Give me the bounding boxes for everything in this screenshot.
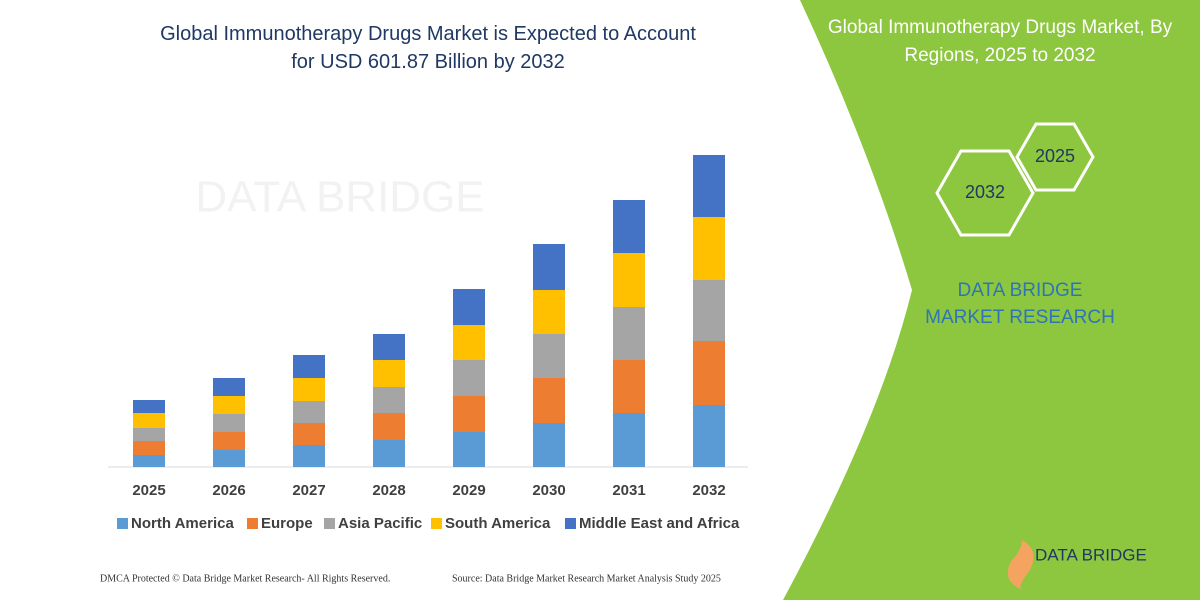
- bar-segment: [293, 355, 325, 378]
- hexagon: [935, 149, 1035, 237]
- legend-label: Asia Pacific: [338, 515, 422, 532]
- chart-title: Global Immunotherapy Drugs Market is Exp…: [160, 23, 696, 73]
- legend-swatch: [117, 518, 128, 529]
- bar-segment: [693, 280, 725, 341]
- bar-segment: [133, 455, 165, 467]
- legend-label: North America: [131, 515, 234, 532]
- bar-segment: [213, 396, 245, 414]
- bar-segment: [213, 450, 245, 467]
- x-tick-label: 2025: [132, 482, 165, 499]
- hexagon-label: 2025: [1035, 146, 1075, 166]
- x-tick-label: 2030: [532, 482, 565, 499]
- bar-segment: [133, 428, 165, 441]
- bar-segment: [373, 334, 405, 360]
- legend-swatch: [247, 518, 258, 529]
- bar-segment: [613, 413, 645, 467]
- bar-segment: [293, 445, 325, 467]
- bar-segment: [613, 200, 645, 253]
- watermark: DATA BRIDGE: [195, 173, 484, 222]
- bar-segment: [373, 387, 405, 413]
- bar-segment: [133, 400, 165, 413]
- bar-segment: [213, 432, 245, 450]
- bar-segment: [453, 396, 485, 432]
- bar-segment: [693, 217, 725, 280]
- bar-segment: [453, 289, 485, 325]
- bar-segment: [293, 423, 325, 445]
- bar-segment: [533, 334, 565, 378]
- bar-segment: [293, 401, 325, 423]
- x-tick-label: 2032: [692, 482, 725, 499]
- bar-segment: [533, 244, 565, 290]
- bar-segment: [133, 441, 165, 455]
- bar-segment: [693, 155, 725, 217]
- bar-segment: [533, 290, 565, 334]
- bar-segment: [293, 378, 325, 401]
- legend-swatch: [565, 518, 576, 529]
- bar-segment: [533, 423, 565, 467]
- footer-left: DMCA Protected © Data Bridge Market Rese…: [100, 573, 390, 584]
- bar-segment: [693, 405, 725, 467]
- legend-label: Middle East and Africa: [579, 515, 740, 532]
- legend-swatch: [431, 518, 442, 529]
- bar-segment: [213, 414, 245, 432]
- bar-segment: [453, 360, 485, 396]
- panel-title: Global Immunotherapy Drugs Market, By Re…: [827, 17, 1173, 66]
- bar-segment: [373, 360, 405, 387]
- legend-swatch: [324, 518, 335, 529]
- x-tick-label: 2029: [452, 482, 485, 499]
- bar-segment: [613, 253, 645, 307]
- bar-segment: [613, 307, 645, 360]
- legend-label: South America: [445, 515, 551, 532]
- bar-segment: [453, 325, 485, 360]
- x-tick-label: 2027: [292, 482, 325, 499]
- x-tick-label: 2031: [612, 482, 645, 499]
- logo-text: DATA BRIDGE: [1035, 545, 1147, 564]
- bar-segment: [533, 378, 565, 423]
- x-tick-label: 2026: [212, 482, 245, 499]
- hexagon: [1015, 122, 1095, 192]
- hexagon-label: 2032: [965, 182, 1005, 202]
- bar-segment: [213, 378, 245, 396]
- bar-segment: [613, 360, 645, 413]
- x-tick-label: 2028: [372, 482, 405, 499]
- logo-icon: [1007, 540, 1034, 590]
- bar-segment: [373, 440, 405, 467]
- brand: DATA BRIDGE MARKET RESEARCH: [925, 280, 1115, 328]
- bar-segment: [373, 413, 405, 440]
- bar-segment: [453, 432, 485, 467]
- side-panel: [783, 0, 1200, 600]
- footer-right: Source: Data Bridge Market Research Mark…: [452, 573, 721, 584]
- bar-segment: [693, 341, 725, 405]
- bar-segment: [133, 413, 165, 428]
- legend-label: Europe: [261, 515, 313, 532]
